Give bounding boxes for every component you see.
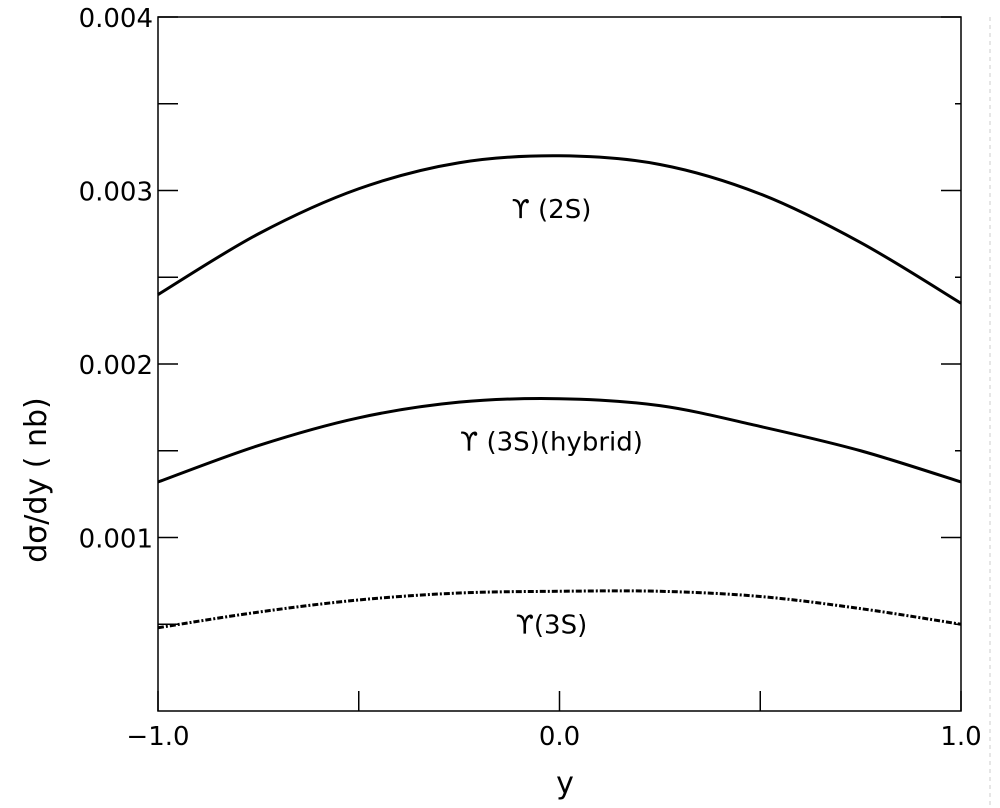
series-line-3 xyxy=(157,589,962,630)
series-line-2 xyxy=(157,397,962,484)
series-lines xyxy=(157,154,962,630)
y-tick-label: 0.004 xyxy=(79,4,153,34)
x-axis-title: y xyxy=(556,766,574,801)
x-tick-label: 1.0 xyxy=(940,722,981,752)
series-label-3: ϒ(3S) xyxy=(516,610,588,640)
series-labels: ϒ (2S) ϒ (3S)(hybrid) ϒ(3S) xyxy=(460,195,643,640)
series-label-1: ϒ (2S) xyxy=(512,195,592,225)
x-tick-label: −1.0 xyxy=(126,722,189,752)
tick-labels: 0.001 0.002 0.003 0.004 −1.0 0.0 1.0 xyxy=(79,4,982,752)
series-line-1 xyxy=(157,154,962,305)
x-tick-label: 0.0 xyxy=(539,722,580,752)
y-axis-title: dσ/dy ( nb) xyxy=(19,397,54,563)
y-tick-label: 0.001 xyxy=(79,525,153,555)
y-tick-label: 0.003 xyxy=(79,178,153,208)
series-label-2: ϒ (3S)(hybrid) xyxy=(460,428,643,458)
y-tick-label: 0.002 xyxy=(79,351,153,381)
